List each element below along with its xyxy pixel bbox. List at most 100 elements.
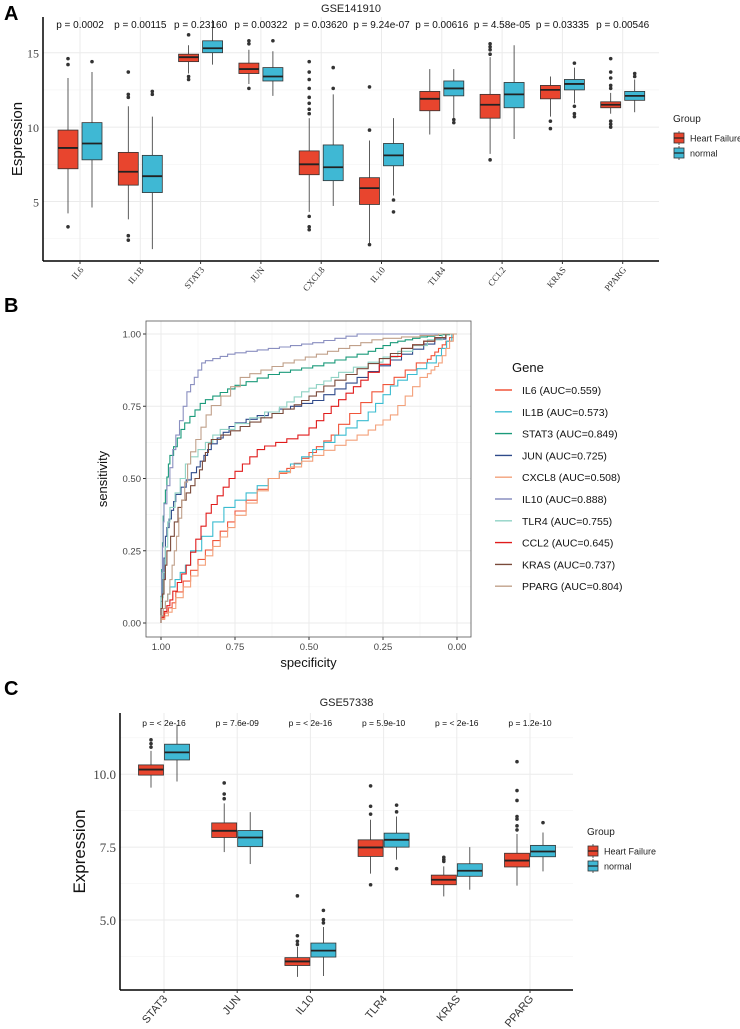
box — [540, 85, 561, 100]
y-tick-label: 0.25 — [123, 546, 142, 557]
legend-title: Group — [673, 114, 701, 125]
box-il10-normal — [310, 908, 337, 977]
box-pparg-normal — [530, 820, 556, 872]
outlier-point — [90, 59, 94, 64]
outlier-point — [307, 111, 312, 116]
outlier-point — [222, 796, 226, 801]
outlier-point — [572, 61, 577, 65]
outlier-point — [150, 92, 155, 97]
x-tick-label: KRAS — [435, 993, 463, 1024]
outlier-point — [307, 227, 312, 232]
legend-label: normal — [604, 862, 632, 872]
x-tick-label: TLR4 — [363, 993, 389, 1021]
outlier-point — [608, 56, 613, 61]
outlier-point — [307, 59, 312, 64]
p-value-label: p = < 2e-16 — [142, 718, 186, 728]
box-il1b-normal — [141, 89, 163, 250]
x-tick-label: JUN — [248, 264, 267, 283]
outlier-point — [452, 117, 456, 122]
x-tick-label: KRAS — [545, 265, 568, 290]
outlier-point — [632, 74, 637, 79]
outlier-point — [367, 85, 372, 89]
outlier-point — [222, 781, 226, 785]
box — [141, 154, 163, 193]
box-stat3-heart-failure — [178, 33, 200, 82]
box — [117, 151, 139, 186]
legend: Group Heart Failure normal — [673, 114, 740, 160]
panel-label-c: C — [4, 678, 18, 700]
p-value-label: p = 0.03335 — [536, 20, 590, 31]
outlier-point — [515, 788, 519, 793]
outlier-point — [186, 77, 191, 82]
box-il10-normal — [383, 118, 404, 214]
legend-label: PPARG (AUC=0.804) — [522, 581, 622, 593]
outlier-point — [307, 101, 312, 106]
legend: Group Heart Failure normal — [587, 827, 656, 873]
box-stat3-normal — [202, 19, 224, 65]
outlier-point — [608, 83, 613, 88]
roc-curve-stat3 — [160, 333, 457, 623]
outlier-point — [515, 798, 519, 803]
y-tick-label: 5 — [33, 195, 39, 209]
box-il1b-heart-failure — [117, 70, 139, 242]
box-tlr4-normal — [383, 803, 410, 871]
y-axis-label: Expression — [70, 809, 89, 893]
x-tick-label: TLR4 — [426, 264, 448, 287]
outlier-point — [548, 119, 553, 123]
roc-curve-il6 — [160, 333, 457, 623]
chart-title: GSE141910 — [321, 3, 381, 15]
outlier-point — [126, 233, 131, 238]
outlier-point — [394, 866, 399, 871]
x-tick-label: 0.25 — [374, 642, 393, 653]
x-tick-label: PPARG — [602, 264, 628, 292]
outlier-point — [391, 198, 396, 202]
box-ccl2-heart-failure — [479, 41, 501, 162]
outlier-point — [394, 810, 399, 814]
outlier-point — [321, 908, 326, 913]
outlier-point — [442, 859, 446, 864]
legend-label: Heart Failure — [604, 847, 656, 857]
p-value-label: p = < 2e-16 — [289, 718, 333, 728]
outlier-point — [295, 942, 300, 947]
outlier-point — [608, 86, 613, 91]
y-tick-label: 7.5 — [100, 840, 116, 855]
box — [322, 144, 344, 182]
outlier-point — [222, 792, 226, 796]
p-value-label: p = 7.6e-09 — [216, 718, 260, 728]
outlier-point — [572, 114, 577, 119]
box — [479, 93, 501, 119]
outlier-point — [515, 817, 519, 821]
outlier-point — [126, 92, 131, 97]
p-value-label: p = 0.00115 — [114, 20, 167, 31]
legend-label: CXCL8 (AUC=0.508) — [522, 472, 620, 484]
outlier-point — [394, 803, 399, 807]
outlier-point — [452, 120, 456, 125]
outlier-point — [186, 33, 191, 37]
outlier-point — [149, 738, 153, 742]
y-tick-label: 5.0 — [100, 913, 116, 928]
outlier-point — [391, 210, 396, 214]
outlier-point — [367, 242, 372, 247]
legend-label: IL10 (AUC=0.888) — [522, 494, 607, 506]
box — [202, 40, 224, 54]
x-tick-label: 0.00 — [448, 642, 467, 653]
x-tick-label: CCL2 — [486, 265, 508, 288]
outlier-point — [572, 111, 577, 116]
p-value-label: p = 0.00322 — [234, 20, 288, 31]
box-pparg-normal — [624, 71, 646, 113]
box — [359, 177, 380, 205]
outlier-point — [632, 71, 637, 76]
p-value-label: p = 0.00616 — [415, 20, 469, 31]
x-tick-label: 1.00 — [152, 642, 171, 653]
p-value-label: p = 1.2e-10 — [508, 718, 552, 728]
boxplot-gse57338: 5.0 7.5 10.0 STAT3 p = < 2e-16 JUN p = 7.6e-09… — [70, 697, 656, 1029]
plot-border — [145, 320, 472, 638]
box-tlr4-heart-failure — [357, 784, 384, 887]
box — [57, 129, 79, 170]
outlier-point — [126, 238, 131, 242]
y-tick-label: 1.00 — [123, 330, 142, 341]
y-tick-label: 0.00 — [123, 619, 142, 630]
p-value-label: p = 9.24e-07 — [353, 20, 410, 31]
outlier-point — [247, 86, 251, 91]
legend-title: Gene — [512, 360, 544, 375]
